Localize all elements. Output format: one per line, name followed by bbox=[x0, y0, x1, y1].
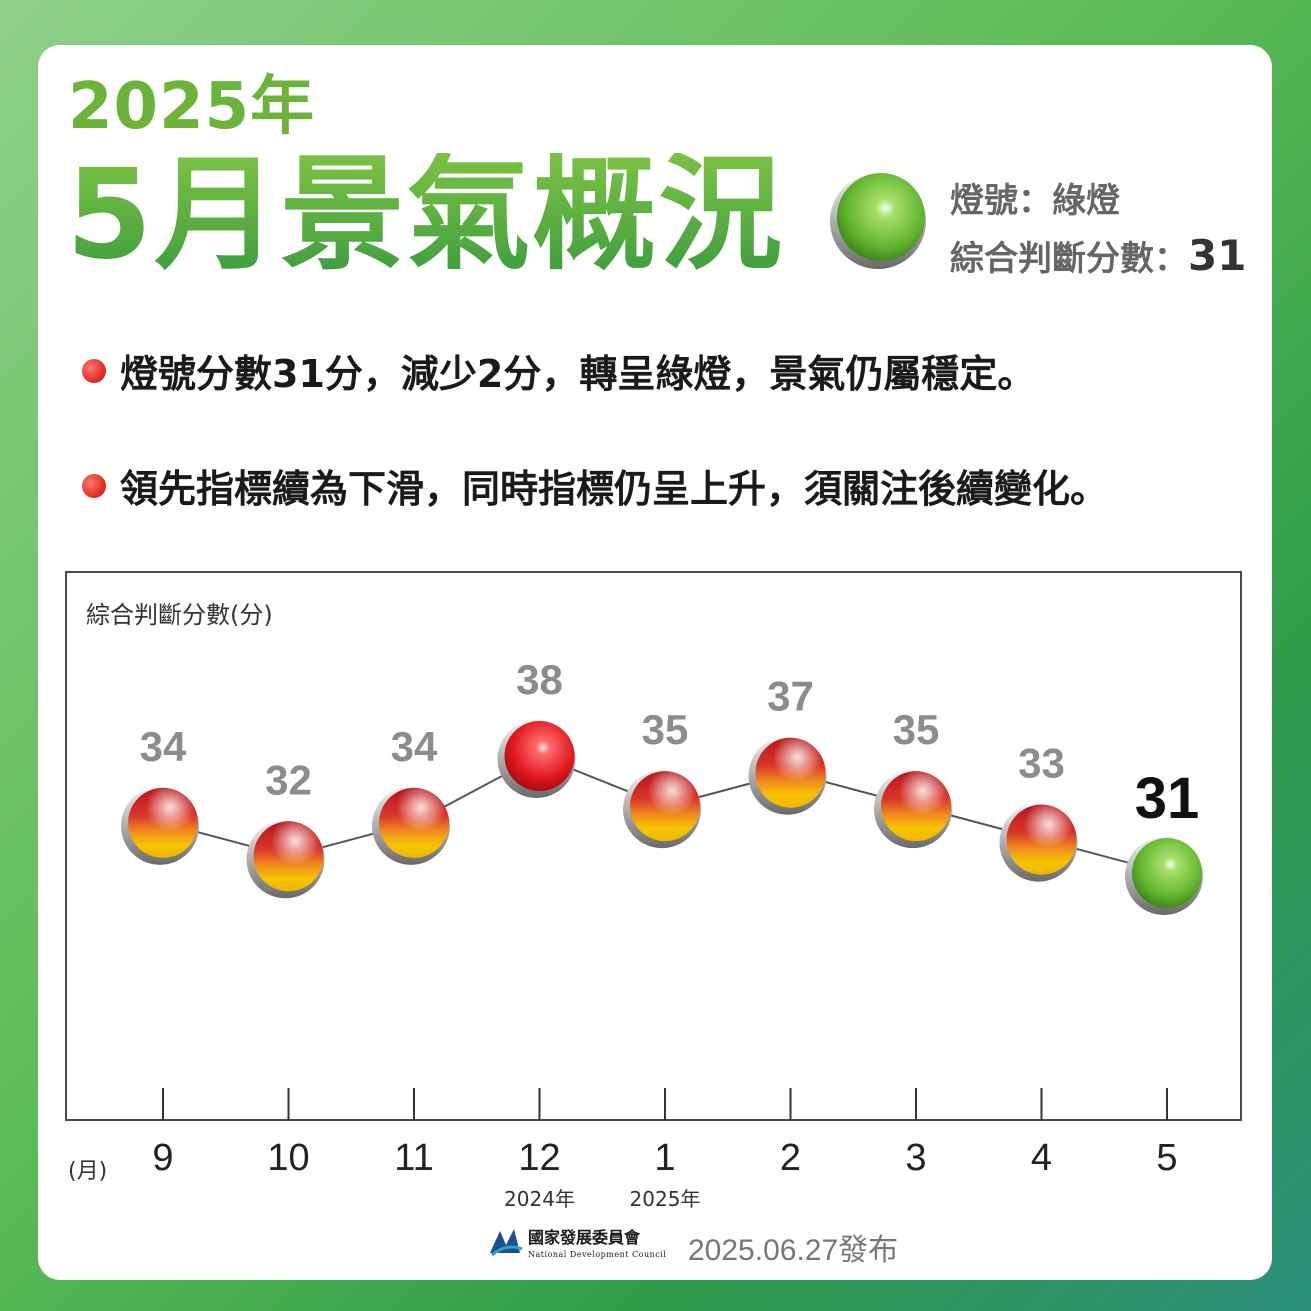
data-value-label: 31 bbox=[1135, 766, 1200, 831]
x-axis-label: (月) bbox=[68, 1159, 107, 1184]
bullet-text: 領先指標續為下滑，同時指標仍呈上升，須關注後續變化。 bbox=[120, 467, 1109, 511]
year-title: 2025年 bbox=[68, 70, 316, 144]
score-label: 綜合判斷分數： bbox=[950, 239, 1188, 279]
infographic-card: 2025年 5月景氣概況 燈號：綠燈 綜合判斷分數：31 燈號分數31分，減少2… bbox=[38, 45, 1272, 1280]
data-value-label: 34 bbox=[391, 723, 438, 770]
data-point-yellow-red bbox=[874, 770, 952, 849]
score-value: 31 bbox=[1188, 231, 1247, 280]
data-value-label: 34 bbox=[140, 723, 187, 770]
x-tick-label: 3 bbox=[905, 1137, 926, 1179]
data-value-label: 35 bbox=[893, 706, 940, 753]
data-point-yellow-red bbox=[999, 803, 1078, 882]
y-axis-label: 綜合判斷分數(分) bbox=[86, 601, 273, 629]
data-point-green bbox=[1125, 837, 1203, 915]
score-summary: 綜合判斷分數：31 bbox=[950, 231, 1246, 280]
bullet-item: 領先指標續為下滑，同時指標仍呈上升，須關注後續變化。 bbox=[82, 458, 1108, 513]
bullet-item: 燈號分數31分，減少2分，轉呈綠燈，景氣仍屬穩定。 bbox=[82, 343, 1035, 398]
data-point-red bbox=[497, 720, 576, 798]
x-tick-label: 4 bbox=[1031, 1137, 1052, 1179]
x-tick-label: 9 bbox=[152, 1137, 173, 1179]
x-tick-label: 5 bbox=[1156, 1137, 1177, 1179]
month-title: 5月景氣概況 bbox=[66, 143, 785, 287]
x-tick-label: 10 bbox=[267, 1137, 309, 1179]
data-value-label: 38 bbox=[516, 656, 563, 703]
red-bullet-icon bbox=[82, 473, 106, 498]
data-value-label: 37 bbox=[767, 673, 814, 720]
x-tick-label: 12 bbox=[518, 1137, 560, 1179]
chart-frame bbox=[65, 571, 1242, 1121]
x-tick-label: 2 bbox=[780, 1137, 801, 1179]
year-label: 2024年 bbox=[504, 1187, 575, 1211]
signal-label: 燈號：綠燈 bbox=[950, 181, 1120, 221]
release-date: 2025.06.27發布 bbox=[688, 1234, 899, 1267]
org-name: 國家發展委員會 bbox=[528, 1228, 641, 1247]
x-tick-label: 11 bbox=[394, 1137, 433, 1179]
data-value-label: 33 bbox=[1018, 740, 1065, 787]
red-bullet-icon bbox=[82, 358, 106, 383]
ndc-logo-icon: 國家發展委員會 National Development Council bbox=[490, 1228, 666, 1259]
year-label: 2025年 bbox=[630, 1187, 701, 1211]
data-point-yellow-red bbox=[121, 786, 199, 865]
x-tick-label: 1 bbox=[654, 1137, 675, 1179]
org-name-en: National Development Council bbox=[528, 1250, 666, 1259]
green-signal-light-icon bbox=[830, 173, 926, 269]
data-point-yellow-red bbox=[748, 736, 827, 815]
data-point-yellow-red bbox=[623, 770, 701, 849]
data-point-yellow-red bbox=[372, 786, 450, 865]
data-point-yellow-red bbox=[246, 820, 325, 899]
data-value-label: 32 bbox=[265, 756, 312, 803]
bullet-text: 燈號分數31分，減少2分，轉呈綠燈，景氣仍屬穩定。 bbox=[120, 352, 1036, 396]
data-value-label: 35 bbox=[642, 706, 689, 753]
